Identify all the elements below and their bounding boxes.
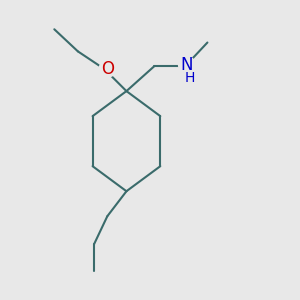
Text: N: N [181,56,193,74]
Circle shape [99,61,116,77]
Circle shape [178,56,195,73]
Text: H: H [184,71,195,85]
Text: O: O [101,60,114,78]
